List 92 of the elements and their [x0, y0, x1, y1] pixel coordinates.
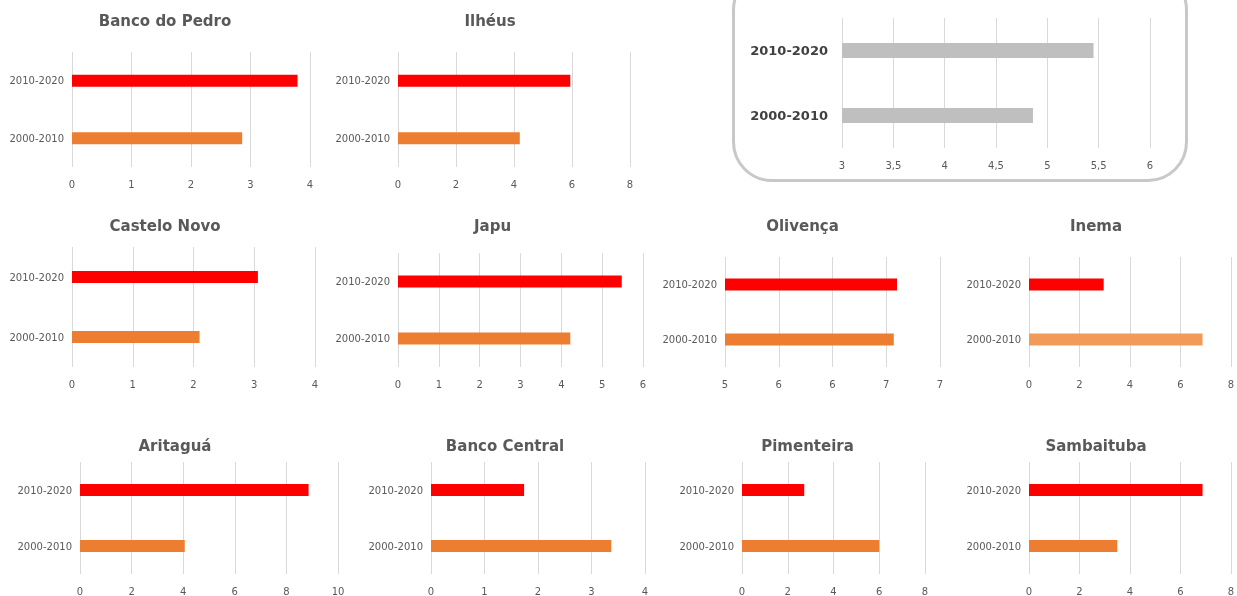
- x-tick-label: 6: [1146, 159, 1154, 171]
- x-tick-label: 8: [1227, 585, 1235, 596]
- x-tick-label: 0: [76, 585, 84, 596]
- x-tick-label: 0: [427, 585, 435, 596]
- chart-title: Japu: [472, 216, 512, 235]
- chart-title: Sambaituba: [1045, 436, 1147, 455]
- x-tick-label: 3: [588, 585, 595, 596]
- chart-title: Aritaguá: [138, 436, 212, 455]
- y-tick-label: 2010-2020: [679, 484, 734, 496]
- x-tick-label: 5: [1044, 159, 1051, 171]
- chart-title: Olivença: [766, 216, 839, 235]
- x-tick-label: 2: [128, 585, 135, 596]
- x-tick-label: 8: [283, 585, 290, 596]
- chart-title: Pimenteira: [761, 436, 854, 455]
- x-tick-label: 2: [1076, 585, 1083, 596]
- x-tick-label: 5,5: [1090, 159, 1107, 171]
- x-tick-label: 5: [598, 378, 606, 390]
- x-tick-label: 6: [775, 378, 782, 390]
- x-tick-label: 6: [1177, 585, 1184, 596]
- y-tick-label: 2000-2010: [17, 540, 72, 552]
- x-tick-label: 1: [481, 585, 488, 596]
- y-tick-label: 2000-2010: [335, 132, 390, 144]
- x-tick-label: 8: [1227, 378, 1235, 390]
- chart-title: Ilhéus: [464, 11, 516, 30]
- y-tick-label: 2000-2010: [9, 132, 64, 144]
- x-tick-label: 4: [311, 378, 319, 390]
- x-tick-label: 4: [830, 585, 837, 596]
- x-tick-label: 0: [394, 378, 402, 390]
- chart-title: Inema: [1069, 216, 1123, 235]
- x-tick-label: 4: [641, 585, 649, 596]
- x-tick-label: 2: [452, 178, 460, 190]
- x-tick-label: 4: [558, 378, 565, 390]
- y-tick-label: 2000-2010: [750, 108, 828, 123]
- x-tick-label: 4: [180, 585, 187, 596]
- x-tick-label: 0: [1025, 378, 1033, 390]
- x-tick-label: 0: [68, 378, 76, 390]
- x-tick-label: 8: [626, 178, 634, 190]
- x-tick-label: 4: [1126, 378, 1134, 390]
- x-tick-label: 4,5: [988, 159, 1004, 171]
- x-tick-label: 7: [936, 378, 944, 390]
- x-tick-label: 4: [1126, 585, 1134, 596]
- x-tick-label: 0: [68, 178, 76, 190]
- y-tick-label: 2010-2020: [662, 279, 717, 290]
- y-tick-label: 2010-2020: [966, 484, 1021, 496]
- x-tick-label: 3: [838, 159, 846, 171]
- y-tick-label: 2010-2020: [17, 484, 72, 496]
- y-tick-label: 2000-2010: [966, 540, 1021, 552]
- x-tick-label: 6: [876, 585, 883, 596]
- x-tick-label: 0: [738, 585, 746, 596]
- x-tick-label: 1: [129, 378, 136, 390]
- x-tick-label: 3: [247, 178, 254, 190]
- x-tick-label: 4: [941, 159, 948, 171]
- y-tick-label: 2000-2010: [966, 334, 1021, 345]
- x-tick-label: 5: [721, 378, 729, 390]
- y-tick-label: 2010-2020: [335, 276, 390, 287]
- y-tick-label: 2010-2020: [9, 75, 64, 87]
- x-tick-label: 4: [306, 178, 314, 190]
- x-tick-label: 3,5: [885, 159, 902, 171]
- x-tick-label: 2: [534, 585, 542, 596]
- x-tick-label: 7: [883, 378, 890, 390]
- y-tick-label: 2000-2010: [368, 540, 423, 552]
- x-tick-label: 3: [517, 378, 524, 390]
- y-tick-label: 2010-2020: [335, 75, 390, 87]
- y-tick-label: 2000-2010: [9, 331, 64, 343]
- x-tick-label: 0: [1025, 585, 1033, 596]
- chart-title: Castelo Novo: [109, 216, 221, 235]
- x-tick-label: 6: [829, 378, 836, 390]
- x-tick-label: 6: [568, 178, 576, 190]
- x-tick-label: 6: [231, 585, 238, 596]
- x-tick-label: 8: [921, 585, 929, 596]
- x-tick-label: 1: [435, 378, 443, 390]
- x-tick-label: 1: [128, 178, 135, 190]
- chart-title: Banco Central: [445, 436, 565, 455]
- x-tick-label: 10: [331, 585, 345, 596]
- x-tick-label: 2: [1076, 378, 1083, 390]
- x-tick-label: 3: [251, 378, 258, 390]
- x-tick-label: 4: [510, 178, 518, 190]
- y-tick-label: 2000-2010: [662, 334, 717, 345]
- x-tick-label: 2: [190, 378, 197, 390]
- y-tick-label: 2010-2020: [966, 279, 1021, 290]
- y-tick-label: 2010-2020: [750, 43, 828, 58]
- x-tick-label: 6: [639, 378, 647, 390]
- chart-title: Banco do Pedro: [98, 11, 232, 30]
- x-tick-label: 0: [394, 178, 402, 190]
- y-tick-label: 2000-2010: [335, 333, 390, 344]
- y-tick-label: 2010-2020: [368, 484, 423, 496]
- y-tick-label: 2000-2010: [679, 540, 734, 552]
- y-tick-label: 2010-2020: [9, 271, 64, 283]
- x-tick-label: 2: [476, 378, 483, 390]
- x-tick-label: 6: [1177, 378, 1184, 390]
- x-tick-label: 2: [187, 178, 195, 190]
- x-tick-label: 2: [784, 585, 791, 596]
